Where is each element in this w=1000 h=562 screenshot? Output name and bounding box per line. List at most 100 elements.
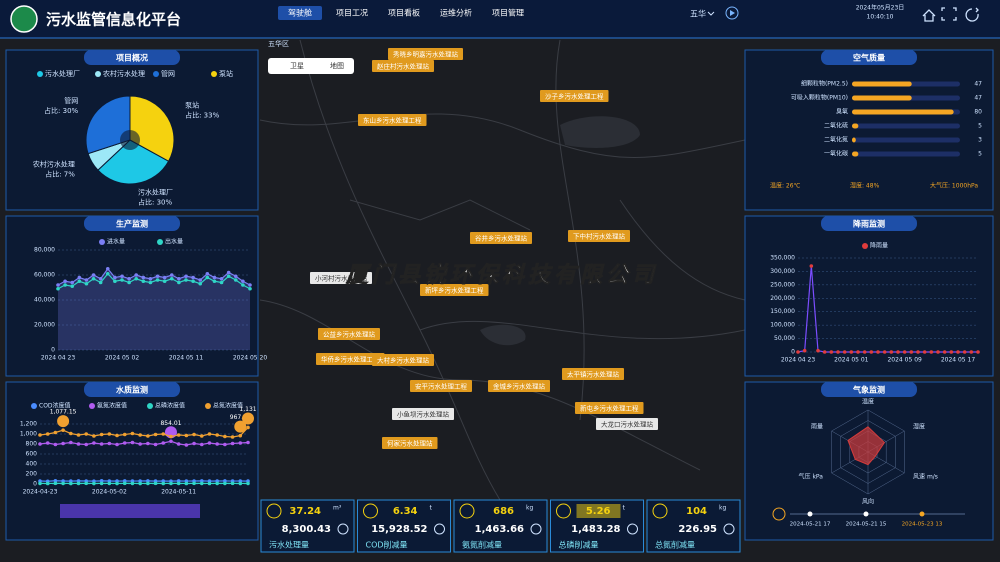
timeline-play[interactable] xyxy=(772,507,786,521)
station-label[interactable]: 金城乡污水处理站 xyxy=(493,382,546,391)
point xyxy=(130,481,135,486)
station-tag[interactable] xyxy=(372,354,434,366)
pie-hole xyxy=(120,130,140,150)
point xyxy=(238,481,243,486)
station-label[interactable]: 秀晓乡明嘉污水处理站 xyxy=(393,50,459,59)
legend-label: 农村污水处理 xyxy=(103,69,145,78)
nav-tab[interactable]: 项目工况 xyxy=(336,9,368,18)
station-label[interactable]: 何家污水处理站 xyxy=(387,439,433,448)
station-tag[interactable] xyxy=(388,48,463,60)
station-label[interactable]: 沙子乡污水处理工程 xyxy=(545,92,604,101)
station-label[interactable]: 小河村污水处理站 xyxy=(315,274,368,283)
station-tag[interactable] xyxy=(372,60,434,72)
point xyxy=(56,286,60,291)
point xyxy=(63,279,67,284)
station-tag[interactable] xyxy=(488,380,550,392)
fullscreen-icon[interactable] xyxy=(941,7,957,21)
y-tick-label: 20,000 xyxy=(34,322,55,329)
point xyxy=(246,481,250,486)
station-label[interactable]: 华侨乡污水处理工程 xyxy=(321,355,380,364)
station-label[interactable]: 东山乡污水处理工程 xyxy=(363,116,422,125)
station-tag[interactable] xyxy=(358,114,427,126)
value-label: 1,077.15 xyxy=(50,409,77,416)
y-tick-label: 60,000 xyxy=(34,272,55,279)
radar-area xyxy=(847,426,886,466)
station-label[interactable]: 公益乡污水处理站 xyxy=(323,330,376,339)
station-label[interactable]: 大村乡污水处理站 xyxy=(377,356,430,365)
point xyxy=(107,441,112,446)
station-tag[interactable] xyxy=(392,408,454,420)
point xyxy=(177,280,181,285)
point xyxy=(146,481,150,486)
point xyxy=(169,273,174,277)
home-icon[interactable] xyxy=(922,9,936,22)
value-label: 1,131 xyxy=(239,406,256,413)
station-tag[interactable] xyxy=(470,232,532,244)
station-tag[interactable] xyxy=(316,353,385,365)
station-tag[interactable] xyxy=(310,272,372,284)
point xyxy=(207,432,212,436)
layer-switch xyxy=(268,58,354,74)
point xyxy=(122,441,127,445)
x-tick-label: 2024 04 23 xyxy=(41,355,76,362)
station-label[interactable]: 新屯乡污水处理工程 xyxy=(580,404,639,413)
nav-tab[interactable]: 驾驶舱 xyxy=(288,8,312,18)
scroll-bar[interactable] xyxy=(60,504,200,518)
point xyxy=(84,432,89,436)
timeline-dot[interactable] xyxy=(807,511,813,517)
station-label[interactable]: 大龙口污水处理站 xyxy=(601,420,654,429)
point xyxy=(70,284,75,289)
bar xyxy=(852,151,859,157)
kpi-value: 6.34 xyxy=(393,506,418,517)
point xyxy=(184,481,189,486)
timeline-dot[interactable] xyxy=(919,511,925,517)
station-label[interactable]: 太平镇污水处理站 xyxy=(567,370,620,379)
station-label[interactable]: 安平污水处理工程 xyxy=(415,382,468,391)
bar-value: 80 xyxy=(974,109,982,116)
point xyxy=(207,441,212,445)
y-tick-label: 150,000 xyxy=(770,308,795,315)
point xyxy=(230,441,235,446)
station-tag[interactable] xyxy=(410,380,472,392)
point xyxy=(98,280,103,285)
exit-icon[interactable] xyxy=(965,7,979,22)
x-tick-label: 2024 05 09 xyxy=(887,357,922,364)
y-tick-label: 300,000 xyxy=(770,268,795,275)
station-tag[interactable] xyxy=(382,437,438,449)
point xyxy=(113,275,117,280)
nav-tab[interactable]: 项目管理 xyxy=(492,8,524,18)
point xyxy=(976,350,980,354)
station-label[interactable]: 谷井乡污水处理站 xyxy=(475,234,528,243)
layer-satellite[interactable]: 卫星 xyxy=(290,62,304,70)
kpi-unit: m³ xyxy=(333,505,342,512)
station-tag[interactable] xyxy=(575,402,644,414)
timeline-dot[interactable] xyxy=(863,511,869,517)
station-tag[interactable] xyxy=(420,284,489,296)
kpi-icon xyxy=(363,503,378,519)
slice-name: 农村污水处理 xyxy=(33,160,75,169)
panel-headers xyxy=(84,50,917,397)
station-label[interactable]: 赵庄村污水处理站 xyxy=(377,62,430,71)
point xyxy=(122,432,127,437)
legend-swatch xyxy=(862,243,868,249)
region-select[interactable]: 五华 xyxy=(690,9,706,19)
station-label[interactable]: 小鱼坝污水处理站 xyxy=(397,410,450,419)
point xyxy=(134,273,139,277)
layer-map[interactable]: 地图 xyxy=(330,61,344,70)
point xyxy=(219,276,224,281)
district-select[interactable]: 五华区 xyxy=(268,39,289,48)
nav-tab[interactable]: 运维分析 xyxy=(440,8,472,18)
play-button[interactable] xyxy=(725,6,739,20)
station-tag[interactable] xyxy=(318,328,380,340)
nav-tab[interactable]: 项目看板 xyxy=(388,8,420,18)
station-tag[interactable] xyxy=(562,368,624,380)
station-tag[interactable] xyxy=(568,230,630,242)
point xyxy=(84,481,89,486)
station-tag[interactable] xyxy=(540,90,609,102)
point xyxy=(99,481,104,486)
slice-name: 污水处理厂 xyxy=(138,188,173,197)
station-label[interactable]: 新坪乡污水处理工程 xyxy=(425,286,484,295)
station-label[interactable]: 下中村污水处理站 xyxy=(573,232,626,241)
station-tag[interactable] xyxy=(596,418,658,430)
point xyxy=(69,431,73,436)
